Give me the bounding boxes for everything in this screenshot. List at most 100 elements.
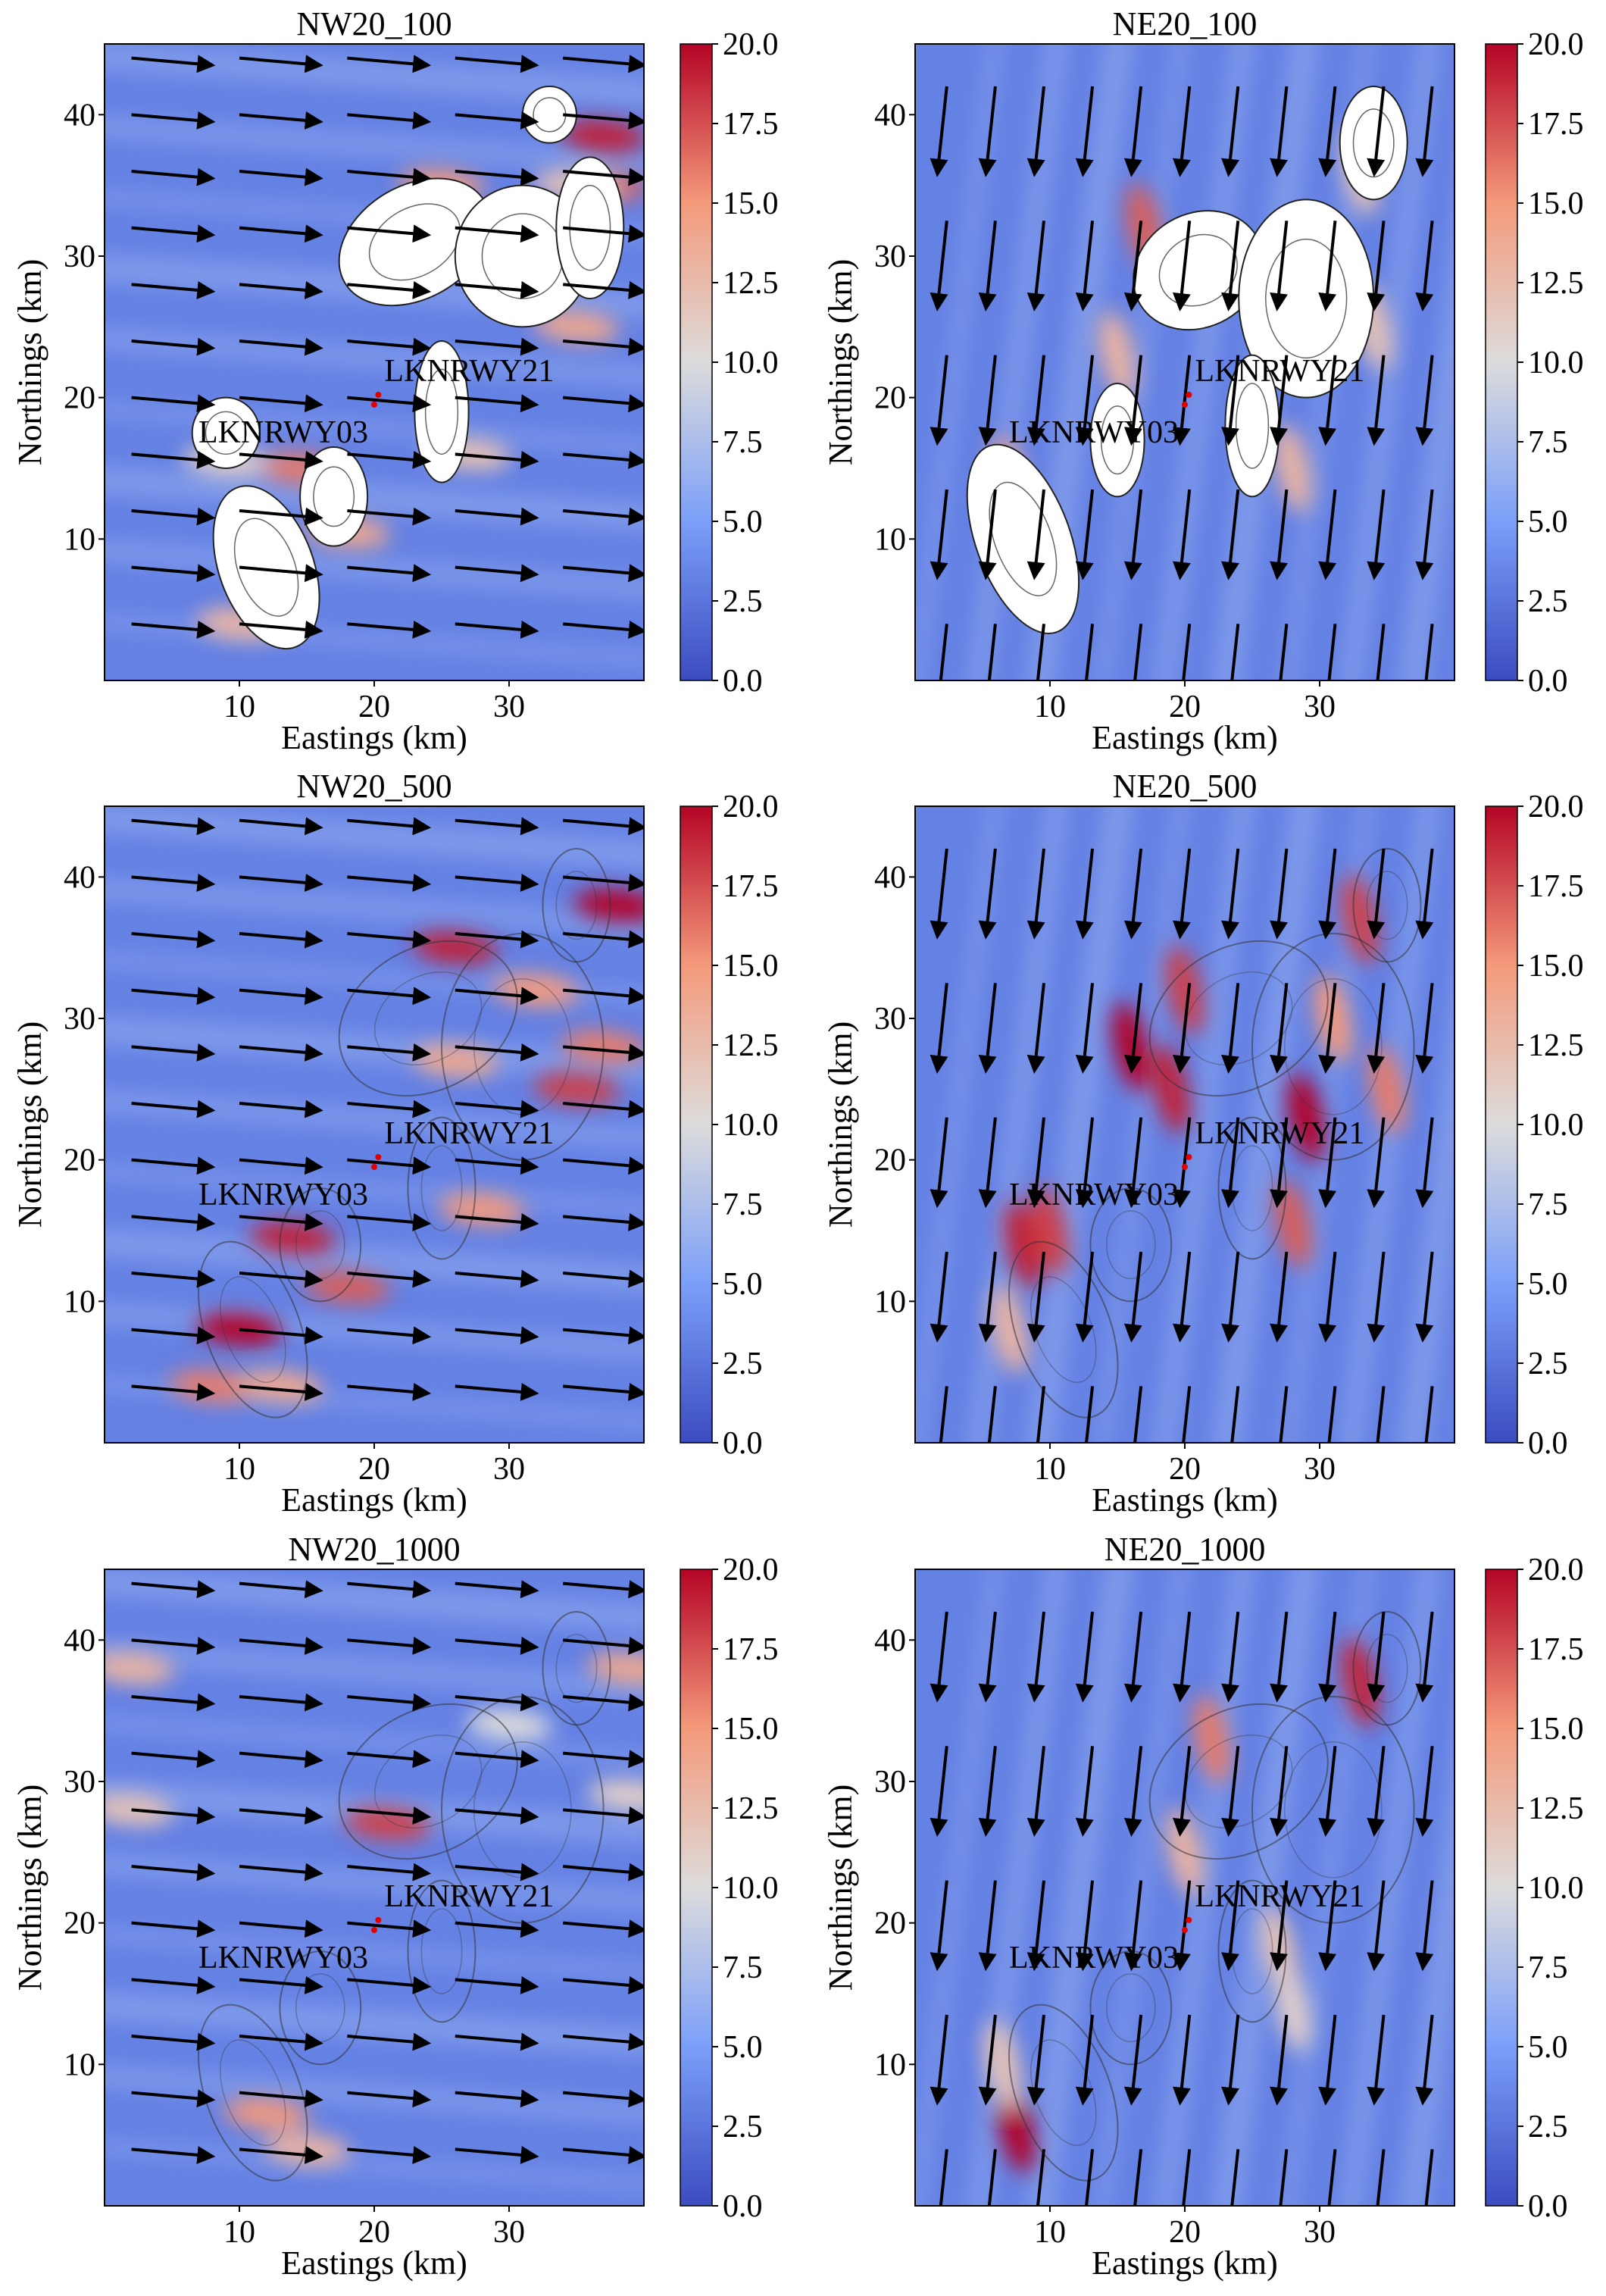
wind-arrow — [239, 1636, 323, 1655]
wind-arrow — [939, 2149, 948, 2206]
wind-arrow — [1123, 1611, 1143, 1703]
terrain-contour — [420, 1908, 463, 1994]
wind-arrow — [347, 337, 432, 356]
colorbar-tick-label: 15.0 — [1528, 949, 1584, 984]
wind-arrow — [455, 1975, 539, 1994]
wind-arrow — [563, 1806, 644, 1825]
coastline-contour — [1089, 1187, 1173, 1303]
wind-arrow — [978, 1117, 997, 1209]
panel-5: LKNRWY03 LKNRWY21 NE20_1000 10 20 30 10 20 30 40 E… — [822, 1531, 1584, 2282]
x-tick-label: 30 — [1304, 690, 1336, 724]
wind-arrow — [1123, 221, 1143, 312]
wind-arrow — [455, 1750, 539, 1769]
y-tick-label: 10 — [874, 522, 906, 557]
wind-arrow — [131, 337, 216, 356]
wind-arrow — [930, 221, 948, 312]
wind-arrow — [1123, 86, 1143, 177]
wind-arrow — [1036, 2149, 1045, 2206]
x-tick-label: 10 — [223, 1452, 255, 1487]
wind-arrow — [563, 987, 644, 1006]
wind-arrow — [1367, 86, 1386, 177]
wind-arrow — [1123, 489, 1143, 580]
runway-marker — [1186, 391, 1192, 398]
wind-arrow — [239, 507, 323, 526]
wind-arrow — [1270, 1880, 1289, 1972]
wind-arrow — [1415, 848, 1434, 940]
wind-arrow — [347, 1326, 432, 1345]
contour-line — [989, 481, 1058, 596]
x-tick-label: 10 — [1034, 690, 1066, 724]
terrain-contour — [373, 971, 483, 1065]
wind-arrow — [1424, 624, 1434, 680]
runway-label: LKNRWY03 — [198, 1178, 368, 1212]
wind-streak — [915, 44, 1001, 680]
wind-arrow — [1327, 624, 1337, 680]
y-tick-label: 20 — [64, 381, 95, 416]
colorbar: 0.0 2.5 5.0 7.5 10.0 12.5 15.0 17.5 20.0 — [1485, 27, 1584, 699]
terrain-contour — [1106, 1973, 1156, 2043]
coastline-contour — [1217, 1879, 1287, 2023]
x-tick-label: 30 — [493, 2215, 525, 2250]
x-tick-label: 10 — [1034, 2215, 1066, 2250]
wind-streak — [105, 1642, 644, 1699]
coastline-contour — [198, 1240, 308, 1419]
wind-arrow — [1221, 2014, 1240, 2106]
contour-line — [1158, 233, 1238, 307]
colorbar-tick-label: 5.0 — [1528, 1267, 1568, 1302]
terrain-contour — [420, 1145, 463, 1231]
wind-arrow — [131, 930, 216, 949]
wind-arrow — [1182, 1386, 1192, 1443]
runway-marker — [375, 1916, 382, 1923]
wind-arrow — [1075, 983, 1095, 1074]
y-axis-label: Northings (km) — [822, 1021, 859, 1228]
colorbar-tick-label: 17.5 — [723, 1632, 779, 1667]
wind-arrow — [1376, 1386, 1386, 1443]
wind-arrow — [131, 394, 216, 413]
wind-arrow — [563, 1750, 644, 1769]
wind-arrow — [987, 624, 997, 680]
contour-line — [1235, 383, 1270, 469]
wind-arrow — [1221, 1251, 1240, 1343]
wind-arrow — [1026, 1880, 1045, 1972]
wind-streak — [105, 403, 644, 452]
colorbar-tick-label: 10.0 — [723, 1871, 779, 1906]
wind-arrow — [1026, 1251, 1045, 1343]
wind-arrow — [1182, 624, 1192, 680]
wind-arrow — [1221, 983, 1240, 1074]
wind-arrow — [1318, 489, 1337, 580]
wind-arrow — [1172, 983, 1192, 1074]
wind-arrow — [1075, 489, 1095, 580]
colorbar-tick-label: 12.5 — [723, 1791, 779, 1826]
wind-arrow — [131, 620, 216, 639]
runway-marker — [371, 1164, 377, 1170]
y-tick-label: 40 — [64, 860, 95, 895]
wind-arrow — [131, 1269, 216, 1288]
wind-arrow — [347, 620, 432, 639]
wind-arrow — [1133, 624, 1143, 680]
wind-arrow — [1415, 2014, 1434, 2106]
colorbar-tick-label: 0.0 — [1528, 2189, 1568, 2224]
wind-arrow — [1075, 1880, 1095, 1972]
wind-arrow — [563, 337, 644, 356]
wind-arrow — [347, 817, 432, 836]
terrain-contour — [219, 1276, 286, 1384]
runway-label: LKNRWY21 — [1195, 1116, 1364, 1151]
speedup-zone — [1098, 311, 1136, 400]
colorbar-tick-label: 17.5 — [1528, 1632, 1584, 1667]
wind-arrow — [1221, 848, 1240, 940]
runway-marker — [1182, 1927, 1188, 1933]
wind-arrow — [455, 167, 539, 186]
colorbar-gradient — [680, 1569, 713, 2207]
colorbar-tick-label: 7.5 — [723, 1950, 763, 1985]
wind-arrow — [563, 1326, 644, 1345]
wind-arrow — [239, 1919, 323, 1938]
colorbar-tick-label: 17.5 — [723, 107, 779, 142]
wind-arrow — [347, 1269, 432, 1288]
wind-arrow — [1279, 2149, 1289, 2206]
wind-arrow — [1026, 86, 1045, 177]
panel-title: NE20_100 — [1113, 5, 1258, 42]
wind-arrow — [1230, 1386, 1240, 1443]
colorbar-tick-label: 15.0 — [723, 1712, 779, 1747]
colorbar: 0.0 2.5 5.0 7.5 10.0 12.5 15.0 17.5 20.0 — [680, 27, 779, 699]
wind-arrow — [1085, 2149, 1095, 2206]
